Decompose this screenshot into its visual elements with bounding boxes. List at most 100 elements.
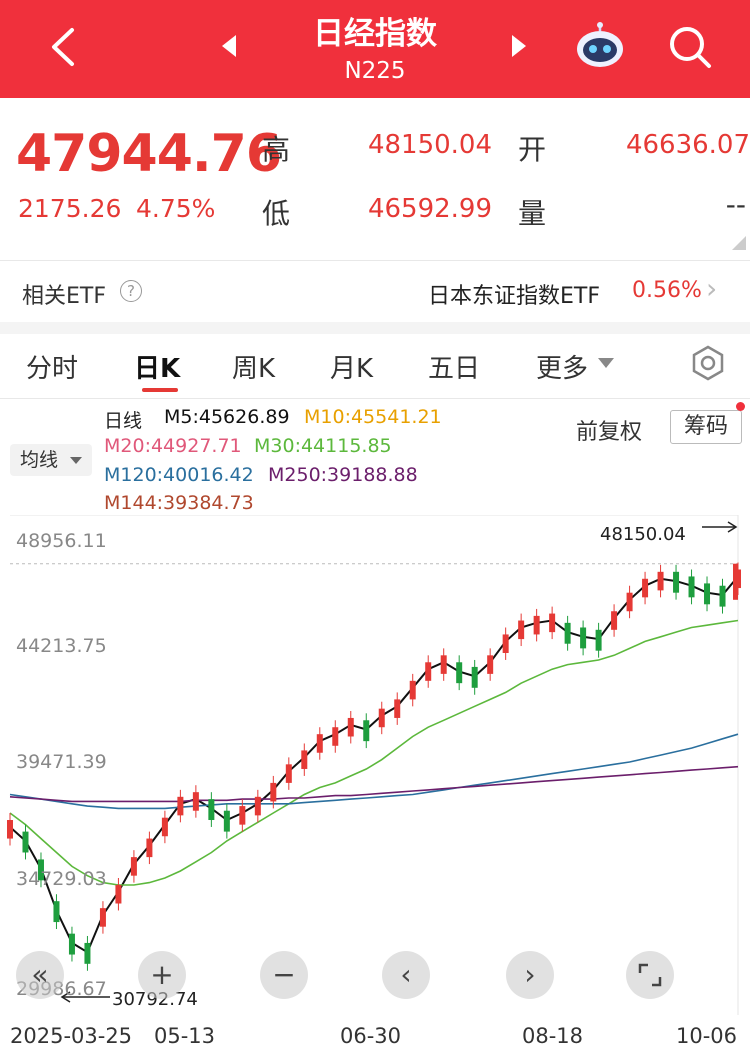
min-price-marker: 30792.74 (112, 989, 198, 1010)
candle-body (130, 857, 137, 876)
x-axis-label: 08-18 (522, 1024, 584, 1048)
ma-line-m120 (9, 733, 739, 810)
candle-body (68, 933, 75, 955)
tab-five-day[interactable]: 五日 (428, 354, 481, 384)
legend-m120: M120:40016.42 (104, 464, 254, 486)
candle-body (642, 578, 649, 598)
divider (0, 260, 750, 261)
more-dropdown-icon[interactable] (598, 358, 614, 368)
open-value: 46636.07 (625, 130, 750, 160)
candle-body (285, 764, 292, 783)
candle-body (99, 908, 106, 927)
chevron-left-icon[interactable]: ‹ (382, 951, 430, 999)
chips-button[interactable]: 筹码 (670, 410, 742, 444)
candle-body (161, 817, 168, 837)
tab-weekly-k[interactable]: 周K (232, 354, 276, 384)
section-gap (0, 322, 750, 334)
candle-body (409, 680, 416, 700)
x-axis-label: 05-13 (154, 1024, 216, 1048)
candle-body (518, 620, 525, 640)
candle-body (471, 666, 478, 688)
adjustment-toggle[interactable]: 前复权 (576, 420, 643, 445)
tab-more[interactable]: 更多 (536, 354, 589, 384)
y-axis-label: 39471.39 (16, 751, 107, 773)
open-label: 开 (518, 133, 547, 166)
tab-daily-k[interactable]: 日K (134, 354, 181, 384)
y-axis-label: 48956.11 (16, 530, 107, 552)
candle-body (425, 662, 432, 681)
min-arrow-head (60, 991, 71, 1003)
max-price-marker: 48150.04 (600, 524, 686, 545)
candle-body (254, 796, 261, 816)
fullscreen-icon[interactable] (626, 951, 674, 999)
tab-intraday[interactable]: 分时 (26, 354, 79, 384)
ma-line-m30 (9, 619, 739, 886)
chevron-right-icon[interactable]: › (506, 951, 554, 999)
candle-body (363, 720, 370, 742)
candle-body (456, 662, 463, 684)
candle-body (626, 592, 633, 612)
max-arrow-head (727, 521, 738, 533)
candle-body (673, 571, 680, 593)
ma-line-m250 (9, 765, 739, 803)
candle-body (487, 655, 494, 674)
legend-m20: M20:44927.71 (104, 435, 242, 457)
zoom-in-icon[interactable]: + (138, 951, 186, 999)
x-axis-label: 06-30 (340, 1024, 402, 1048)
expand-corner-icon[interactable] (732, 236, 746, 250)
help-icon[interactable]: ? (120, 280, 142, 302)
candle-body (84, 942, 91, 964)
x-axis-label: 10-06 (676, 1024, 738, 1048)
volume-label: 量 (518, 197, 547, 230)
page-subtitle: N225 (344, 58, 406, 84)
candle-body (301, 750, 308, 769)
kline-chart[interactable] (0, 515, 750, 1015)
candle-body (53, 901, 60, 923)
candle-body (657, 571, 664, 591)
scroll-start-icon[interactable]: « (16, 951, 64, 999)
etf-name[interactable]: 日本东证指数ETF (428, 284, 600, 309)
candle-body (378, 708, 385, 728)
chevron-right-icon[interactable]: › (706, 272, 718, 305)
robot-assistant-icon[interactable] (574, 22, 626, 70)
search-icon[interactable] (665, 22, 715, 72)
header-bar: 日经指数 N225 (0, 0, 750, 98)
candle-body (611, 611, 618, 630)
candle-body (580, 627, 587, 649)
candle-body (502, 634, 509, 653)
low-label: 低 (262, 197, 291, 230)
legend-m10: M10:45541.21 (304, 406, 442, 428)
legend-period: 日线 (104, 410, 143, 432)
candle-body (533, 615, 540, 635)
current-price: 47944.76 (16, 124, 282, 184)
x-axis-label: 2025-03-25 (10, 1024, 133, 1048)
chevron-down-icon[interactable] (70, 457, 82, 464)
candle-body (177, 796, 184, 816)
candle-body (394, 699, 401, 718)
page-title: 日经指数 (313, 16, 437, 52)
tab-monthly-k[interactable]: 月K (330, 354, 374, 384)
back-arrow-icon[interactable] (44, 22, 88, 72)
candle-body (239, 806, 246, 825)
candle-body-latest (733, 563, 738, 600)
previous-index-icon[interactable] (222, 35, 236, 57)
candle-body (208, 799, 215, 821)
candle-body (22, 831, 29, 853)
divider (0, 398, 750, 399)
next-index-icon[interactable] (512, 35, 526, 57)
candle-body (192, 792, 199, 811)
notification-dot (736, 402, 745, 411)
candle-body (719, 585, 726, 607)
candle-body (595, 629, 602, 651)
high-label: 高 (262, 133, 291, 166)
legend-m144: M144:39384.73 (104, 492, 254, 514)
candle-body (332, 727, 339, 746)
candle-body (347, 717, 354, 737)
candle-body (688, 576, 695, 598)
settings-icon[interactable] (690, 345, 726, 381)
y-axis-label: 44213.75 (16, 635, 107, 657)
active-tab-indicator (142, 388, 178, 392)
legend-m5: M5:45626.89 (164, 406, 290, 428)
zoom-out-icon[interactable]: − (260, 951, 308, 999)
candle-body (146, 838, 153, 858)
